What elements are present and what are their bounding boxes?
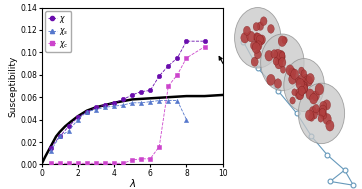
Circle shape <box>258 35 265 44</box>
Circle shape <box>299 67 304 75</box>
Circle shape <box>326 120 334 131</box>
Circle shape <box>312 112 317 119</box>
Circle shape <box>289 74 296 84</box>
Circle shape <box>277 50 285 60</box>
Circle shape <box>290 97 295 104</box>
Circle shape <box>277 51 285 62</box>
Circle shape <box>254 33 262 43</box>
Circle shape <box>260 17 267 26</box>
Circle shape <box>320 101 327 111</box>
Circle shape <box>258 36 265 45</box>
Legend: $\chi$, $\chi_s$, $\chi_c$: $\chi$, $\chi_s$, $\chi_c$ <box>46 11 71 52</box>
Circle shape <box>289 68 296 77</box>
Circle shape <box>303 82 308 89</box>
Circle shape <box>298 74 305 84</box>
Circle shape <box>297 91 304 100</box>
Circle shape <box>257 22 264 30</box>
Circle shape <box>273 58 279 65</box>
Circle shape <box>281 66 286 73</box>
Circle shape <box>267 74 275 85</box>
Y-axis label: Susceptibility: Susceptibility <box>9 55 18 117</box>
Circle shape <box>301 85 308 94</box>
Circle shape <box>310 93 317 104</box>
Circle shape <box>315 84 324 95</box>
X-axis label: λ: λ <box>129 179 135 189</box>
Circle shape <box>318 115 324 122</box>
Circle shape <box>305 76 312 86</box>
Circle shape <box>279 52 285 59</box>
Circle shape <box>261 34 304 91</box>
Circle shape <box>251 41 257 50</box>
Circle shape <box>241 33 249 43</box>
Circle shape <box>235 8 281 68</box>
Circle shape <box>274 49 282 60</box>
Circle shape <box>308 114 315 121</box>
Circle shape <box>306 110 313 121</box>
Circle shape <box>274 79 282 88</box>
Circle shape <box>254 50 261 59</box>
Circle shape <box>319 108 326 117</box>
Circle shape <box>323 100 331 110</box>
Circle shape <box>288 68 295 77</box>
Circle shape <box>296 78 304 89</box>
Circle shape <box>310 106 316 115</box>
Circle shape <box>323 113 331 125</box>
Circle shape <box>251 57 258 66</box>
Circle shape <box>256 35 264 44</box>
Circle shape <box>291 69 299 79</box>
Circle shape <box>278 58 286 67</box>
Circle shape <box>268 25 274 33</box>
Circle shape <box>278 36 286 46</box>
Circle shape <box>286 65 294 75</box>
Circle shape <box>247 31 255 42</box>
Circle shape <box>254 33 260 41</box>
Circle shape <box>265 50 273 61</box>
Circle shape <box>275 59 283 69</box>
Circle shape <box>243 26 251 35</box>
Circle shape <box>306 89 314 100</box>
Circle shape <box>306 73 314 84</box>
Circle shape <box>301 82 307 89</box>
Circle shape <box>298 83 345 144</box>
Circle shape <box>295 88 303 100</box>
Circle shape <box>313 104 319 113</box>
Circle shape <box>271 50 278 58</box>
Circle shape <box>253 22 260 31</box>
Circle shape <box>300 84 308 93</box>
Circle shape <box>301 70 307 77</box>
Circle shape <box>303 74 309 82</box>
Circle shape <box>312 91 319 101</box>
Circle shape <box>320 110 327 119</box>
Circle shape <box>295 77 301 84</box>
Circle shape <box>282 37 287 44</box>
Circle shape <box>284 59 324 112</box>
Circle shape <box>316 108 322 115</box>
Circle shape <box>319 105 327 115</box>
Circle shape <box>292 89 297 96</box>
Circle shape <box>298 86 305 95</box>
Circle shape <box>252 42 260 53</box>
Circle shape <box>253 34 260 42</box>
Circle shape <box>255 41 262 50</box>
